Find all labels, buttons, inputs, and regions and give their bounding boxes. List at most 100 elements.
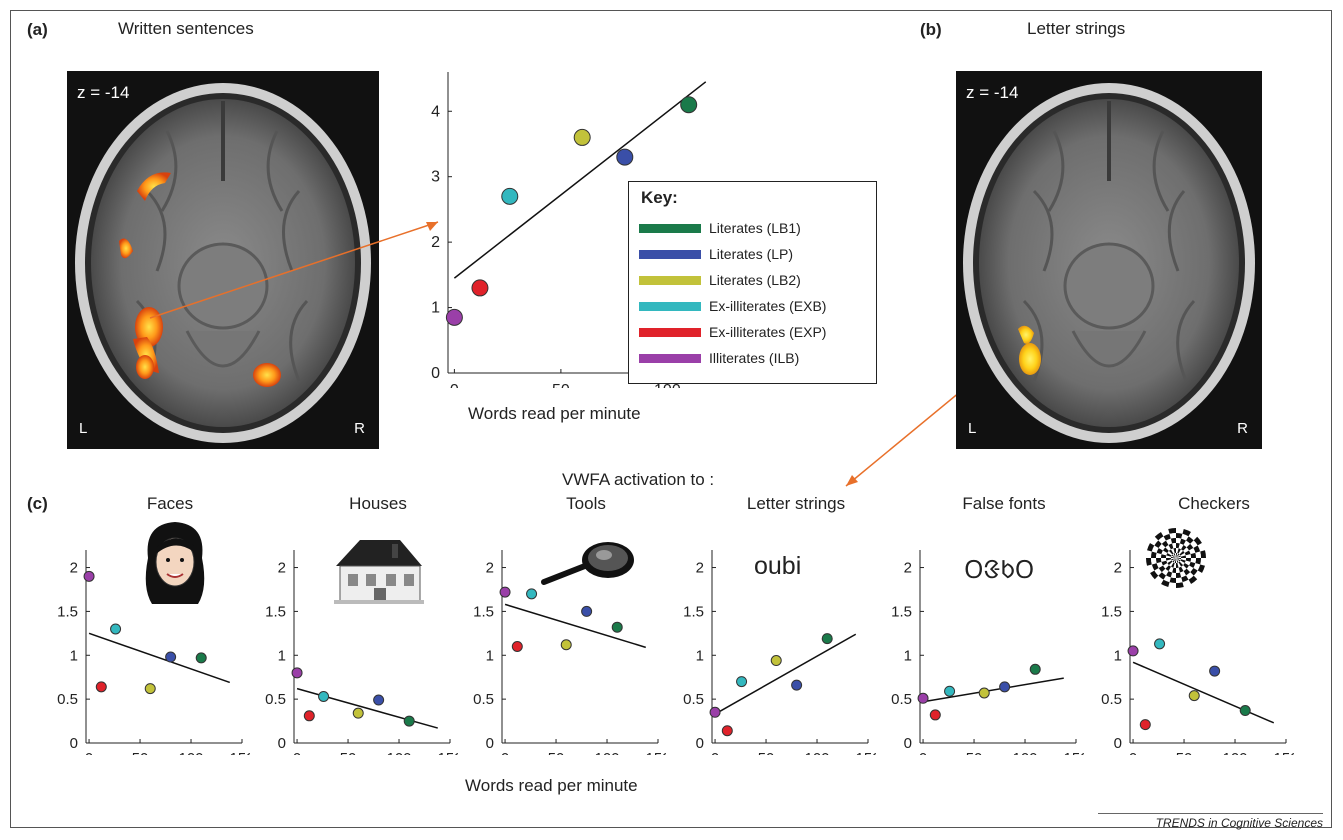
key-swatch [639, 275, 701, 285]
checker-segment [1158, 572, 1166, 580]
data-point [83, 570, 95, 582]
checker-segment [1171, 554, 1176, 558]
checker-segment [1176, 543, 1180, 549]
checker-segment [1154, 540, 1162, 548]
checker-segment [1176, 554, 1181, 558]
x-tick-label: 50 [1176, 750, 1193, 755]
y-tick-label: 0.5 [683, 691, 704, 708]
checker-segment [1163, 547, 1169, 553]
x-tick-label: 50 [552, 382, 570, 388]
data-point [616, 148, 634, 166]
key-item-label: Literates (LB2) [709, 272, 801, 288]
key-swatch [639, 223, 701, 233]
data-point [95, 681, 107, 693]
checker-segment [1154, 575, 1164, 584]
x-tick-label: 100 [1013, 750, 1038, 755]
data-point [499, 586, 511, 598]
checker-segment [1190, 568, 1198, 576]
checker-segment [1151, 563, 1159, 571]
checker-segment [1188, 548, 1196, 555]
checker-segment [1176, 558, 1179, 563]
subplot-tools: 0 50 100 150 0 0.5 1 1.5 2 [473, 550, 666, 755]
main-plot-xlabel: Words read per minute [468, 404, 641, 423]
checker-segment [1197, 564, 1205, 573]
checker-segment [1158, 536, 1166, 544]
data-point [791, 679, 803, 691]
checkerboard-icon [1146, 528, 1206, 588]
main-scatter-plot: 0 50 100 0 1 2 3 4 [431, 72, 710, 388]
checker-segment [1184, 550, 1191, 556]
x-tick-label: 0 [450, 382, 459, 388]
y-tick-label: 1.5 [683, 603, 704, 620]
y-tick-label: 0 [904, 735, 912, 752]
checker-segment [1172, 553, 1176, 558]
x-tick-label: 100 [654, 382, 681, 388]
checker-segment [1193, 563, 1201, 571]
y-tick-label: 1 [1114, 647, 1122, 664]
key-item: Illiterates (ILB) [639, 348, 799, 368]
data-point [560, 639, 572, 651]
subplot-houses: 0 50 100 150 0 0.5 1 1.5 2 [265, 550, 458, 755]
panel-c-heading: VWFA activation to : [562, 470, 715, 489]
checker-segment [1181, 533, 1189, 541]
key-swatch [639, 353, 701, 363]
regression-line [504, 603, 646, 649]
y-tick-label: 4 [431, 103, 440, 120]
key-item-label: Ex-illiterates (EXP) [709, 324, 827, 340]
false-font-stimulus: ᱛᱝᱠᱛ [964, 556, 1035, 584]
y-tick-label: 2 [696, 560, 704, 577]
checker-segment [1158, 565, 1166, 573]
x-tick-label: 150 [437, 750, 458, 755]
checker-segment [1176, 558, 1181, 562]
checker-segment [1180, 553, 1186, 557]
subplot-letter-strings: 0 50 100 150 0 0.5 1 1.5 2 [683, 550, 876, 755]
data-point [978, 687, 990, 699]
checker-segment [1151, 545, 1159, 553]
checker-segment [1150, 536, 1159, 546]
frying-pan-icon [541, 542, 634, 585]
left-hemisphere-label-a: L [79, 420, 88, 437]
checker-segment [1176, 556, 1181, 558]
checker-segment [1169, 533, 1176, 539]
checker-segment [1176, 558, 1180, 563]
slice-label-b: z = -14 [966, 83, 1019, 102]
checker-segment [1180, 559, 1186, 563]
data-point [501, 187, 519, 205]
data-point [144, 683, 156, 695]
subplot-title: Tools [566, 494, 606, 513]
x-tick-label: 50 [132, 750, 149, 755]
data-point [352, 707, 364, 719]
checker-segment [1163, 533, 1171, 541]
letter-string-stimulus: oubi [754, 552, 802, 580]
data-point [770, 655, 782, 667]
x-tick-label: 0 [501, 750, 509, 755]
key-item: Literates (LB1) [639, 218, 801, 238]
checker-segment [1181, 575, 1189, 583]
checker-segment [1161, 529, 1170, 537]
checker-segment [1171, 556, 1176, 558]
x-tick-label: 0 [293, 750, 301, 755]
checker-segment [1168, 566, 1174, 573]
regression-line [296, 687, 438, 729]
data-point [944, 685, 956, 697]
subplot-title: Faces [146, 494, 194, 513]
x-tick-label: 0 [919, 750, 927, 755]
y-tick-label: 1 [904, 647, 912, 664]
checker-segment [1165, 545, 1171, 551]
subplot-title: Checkers [1178, 494, 1250, 513]
x-tick-label: 100 [805, 750, 830, 755]
checker-segment [1183, 563, 1189, 569]
y-tick-label: 2 [70, 560, 78, 577]
checker-segment [1174, 558, 1176, 563]
arrow-a [149, 221, 439, 319]
data-point [736, 676, 748, 688]
subplot-false-fonts: 0 50 100 150 0 0.5 1 1.5 2 [891, 550, 1084, 755]
checker-segment [1173, 558, 1176, 563]
checker-segment [1197, 543, 1205, 552]
data-point [929, 709, 941, 721]
x-tick-label: 150 [229, 750, 250, 755]
checker-segment [1168, 582, 1176, 588]
checker-segment [1163, 575, 1171, 583]
checker-segment [1147, 564, 1155, 573]
panel-a-title: Written sentences [118, 19, 254, 38]
